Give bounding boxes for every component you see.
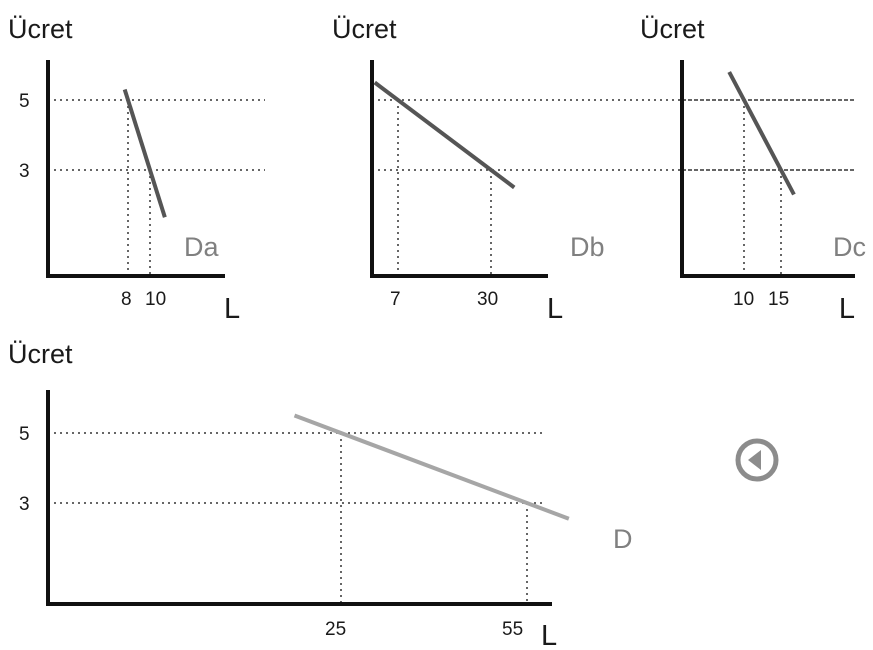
x-tick-label: 15 (768, 289, 789, 310)
chart-panel: Ücret Db 7 30 L (332, 14, 855, 325)
axes (680, 60, 855, 278)
axes (46, 390, 552, 606)
x-tick-label: 25 (325, 619, 346, 640)
x-tick-label: 8 (121, 289, 132, 310)
x-tick-label: 7 (390, 289, 401, 310)
y-axis-title: Ücret (332, 14, 397, 44)
y-axis-title: Ücret (8, 339, 73, 369)
demand-curve (727, 71, 796, 196)
x-tick-label: 30 (477, 289, 498, 310)
chart-panel: Ücret Da 5 3 8 10 L (8, 14, 265, 325)
y-tick-label: 3 (19, 494, 30, 515)
x-axis-label: L (547, 293, 563, 325)
y-axis-title: Ücret (640, 14, 705, 44)
y-axis-title: Ücret (8, 14, 73, 44)
y-tick-label: 3 (19, 161, 30, 182)
axes (370, 60, 548, 278)
x-tick-label: 55 (502, 619, 523, 640)
demand-curve-label: Db (570, 232, 605, 262)
demand-curve (373, 80, 516, 190)
x-tick-label: 10 (145, 289, 166, 310)
demand-curve-label: Da (184, 232, 219, 262)
chart-panel: Ücret D 5 3 25 55 L (8, 339, 633, 650)
chart-panel: Ücret Dc 10 15 L (640, 14, 866, 325)
x-tick-label: 10 (733, 289, 754, 310)
demand-curve-label: Dc (833, 232, 866, 262)
demand-curve-label: D (613, 524, 633, 554)
y-tick-label: 5 (19, 424, 30, 445)
x-axis-label: L (839, 293, 855, 325)
y-tick-label: 5 (19, 91, 30, 112)
axes (46, 60, 225, 278)
demand-curve (293, 413, 570, 521)
back-arrow-circle-icon (735, 438, 779, 482)
back-button[interactable] (734, 437, 780, 483)
x-axis-label: L (541, 620, 557, 650)
x-axis-label: L (224, 293, 240, 325)
demand-curve (122, 88, 167, 218)
